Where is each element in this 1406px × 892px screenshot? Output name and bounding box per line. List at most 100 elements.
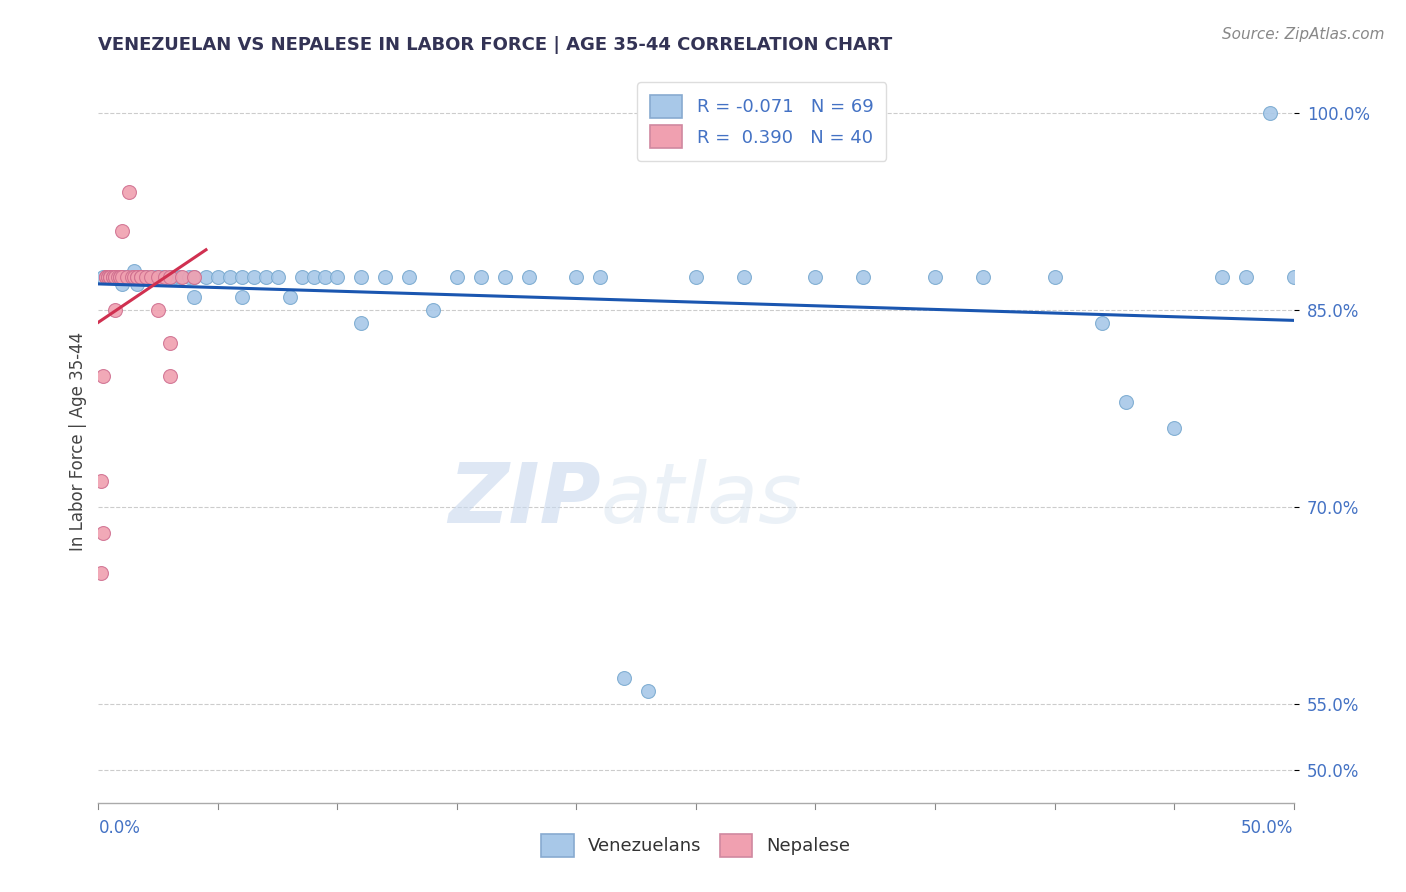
Point [148,303,170,318]
Point [94,270,117,285]
Point [121,270,143,285]
Point [139,270,162,285]
Text: Source: ZipAtlas.com: Source: ZipAtlas.com [1222,27,1385,42]
Point [733,270,755,285]
Point [139,270,162,285]
Point [145,270,167,285]
Point [169,270,191,285]
Point [97,270,120,285]
Text: 0.0%: 0.0% [98,819,141,837]
Point [101,270,124,285]
Point [231,290,253,304]
Point [350,316,373,330]
Point [159,270,181,285]
Point [1234,270,1257,285]
Point [104,303,127,318]
Point [94,270,117,285]
Point [98,270,122,285]
Point [108,270,131,285]
Point [565,270,588,285]
Point [195,270,218,285]
Point [1211,270,1233,285]
Point [91,526,114,541]
Point [350,270,373,285]
Point [107,270,129,285]
Point [1043,270,1066,285]
Point [179,270,201,285]
Point [118,185,141,199]
Point [115,270,138,285]
Point [128,270,150,285]
Point [1091,316,1114,330]
Point [163,270,186,285]
Point [148,270,170,285]
Point [131,270,153,285]
Point [243,270,266,285]
Point [172,270,194,285]
Point [90,566,112,580]
Point [302,270,325,285]
Point [104,270,127,285]
Point [183,270,205,285]
Point [494,270,516,285]
Point [135,270,157,285]
Point [111,277,134,291]
Point [152,270,174,285]
Point [131,270,153,285]
Point [115,270,138,285]
Point [125,270,148,285]
Point [108,270,131,285]
Point [1258,106,1281,120]
Point [207,270,229,285]
Point [104,270,127,285]
Point [111,270,134,285]
Point [972,270,994,285]
Point [114,270,136,285]
Point [267,270,290,285]
Point [98,270,122,285]
Point [637,684,659,698]
Point [124,270,146,285]
Point [315,270,337,285]
Point [131,270,153,285]
Point [91,368,114,383]
Point [231,270,253,285]
Point [118,270,141,285]
Point [159,368,181,383]
Legend: Venezuelans, Nepalese: Venezuelans, Nepalese [533,825,859,866]
Point [94,270,117,285]
Point [135,270,157,285]
Point [804,270,827,285]
Point [111,270,134,285]
Point [278,290,301,304]
Point [254,270,277,285]
Point [326,270,349,285]
Point [1163,421,1185,435]
Y-axis label: In Labor Force | Age 35-44: In Labor Force | Age 35-44 [69,332,87,551]
Point [183,290,205,304]
Point [111,224,134,238]
Point [291,270,314,285]
Point [97,270,120,285]
Point [470,270,492,285]
Point [517,270,540,285]
Point [219,270,242,285]
Point [97,270,120,285]
Point [125,277,148,291]
Point [422,303,444,318]
Point [589,270,612,285]
Point [398,270,420,285]
Text: 50.0%: 50.0% [1241,819,1294,837]
Point [104,270,127,285]
Point [613,671,636,685]
Point [374,270,396,285]
Point [148,270,170,285]
Point [1115,395,1137,409]
Point [183,270,205,285]
Point [159,336,181,351]
Point [924,270,946,285]
Text: VENEZUELAN VS NEPALESE IN LABOR FORCE | AGE 35-44 CORRELATION CHART: VENEZUELAN VS NEPALESE IN LABOR FORCE | … [98,36,893,54]
Point [121,270,143,285]
Point [108,270,131,285]
Point [98,270,122,285]
